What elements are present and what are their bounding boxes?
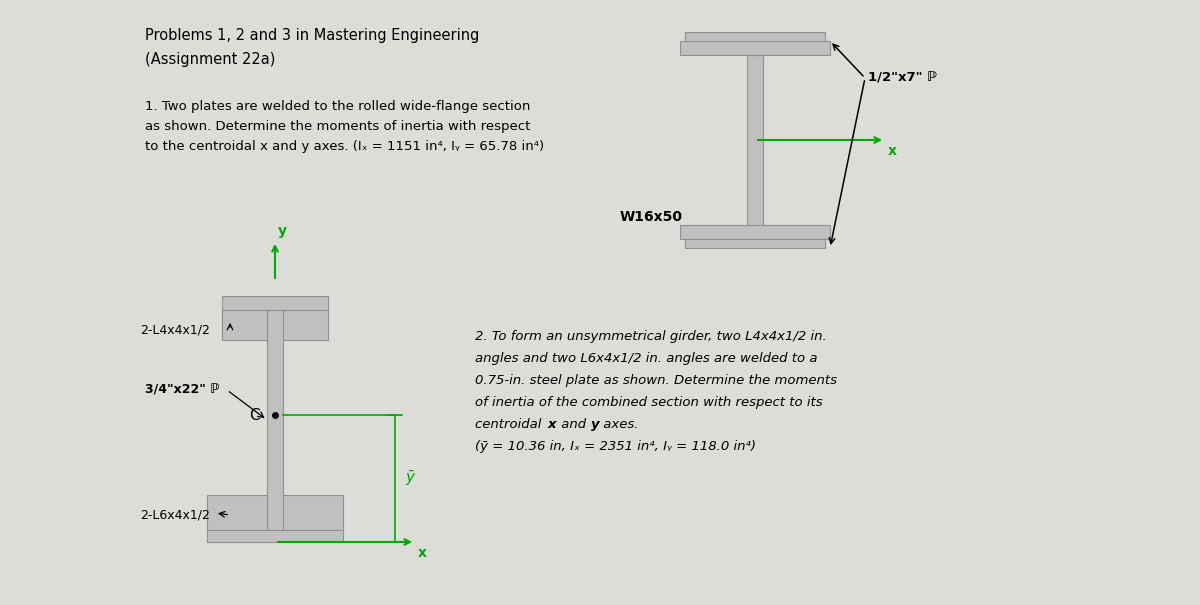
Text: and: and [557, 418, 590, 431]
Text: 2-L6x4x1/2: 2-L6x4x1/2 [140, 508, 210, 522]
Text: W16x50: W16x50 [620, 210, 683, 224]
Bar [685, 239, 826, 248]
Text: 2. To form an unsymmetrical girder, two L4x4x1/2 in.: 2. To form an unsymmetrical girder, two … [475, 330, 827, 343]
Bar [222, 296, 328, 310]
Bar [685, 32, 826, 41]
Text: centroidal: centroidal [475, 418, 546, 431]
Bar [283, 495, 343, 530]
Text: 0.75-in. steel plate as shown. Determine the moments: 0.75-in. steel plate as shown. Determine… [475, 374, 838, 387]
Text: C: C [250, 408, 260, 422]
Bar [283, 310, 328, 340]
Text: angles and two L6x4x1/2 in. angles are welded to a: angles and two L6x4x1/2 in. angles are w… [475, 352, 817, 365]
Bar [746, 55, 763, 225]
Text: to the centroidal x and y axes. (Iₓ = 1151 in⁴, Iᵧ = 65.78 in⁴): to the centroidal x and y axes. (Iₓ = 11… [145, 140, 544, 153]
Bar [680, 41, 830, 55]
Text: $\bar{y}$: $\bar{y}$ [406, 468, 416, 488]
Text: y: y [278, 224, 287, 238]
Text: axes.: axes. [599, 418, 638, 431]
Text: x: x [548, 418, 557, 431]
Bar [680, 225, 830, 239]
Text: as shown. Determine the moments of inertia with respect: as shown. Determine the moments of inert… [145, 120, 539, 133]
Text: 2-L4x4x1/2: 2-L4x4x1/2 [140, 324, 210, 336]
Text: y: y [592, 418, 600, 431]
Text: (ȳ = 10.36 in, Iₓ = 2351 in⁴, Iᵧ = 118.0 in⁴): (ȳ = 10.36 in, Iₓ = 2351 in⁴, Iᵧ = 118.0… [475, 440, 756, 453]
Bar [208, 530, 343, 542]
Text: Problems 1, 2 and 3 in Mastering Engineering: Problems 1, 2 and 3 in Mastering Enginee… [145, 28, 479, 43]
Text: (Assignment 22a): (Assignment 22a) [145, 52, 275, 67]
Bar [222, 310, 266, 340]
Text: 1. Two plates are welded to the rolled wide-flange section: 1. Two plates are welded to the rolled w… [145, 100, 530, 113]
Text: 3/4"x22" ℙ: 3/4"x22" ℙ [145, 384, 220, 396]
Text: 1/2"x7" ℙ: 1/2"x7" ℙ [868, 71, 937, 85]
Text: x: x [418, 546, 427, 560]
Text: of inertia of the combined section with respect to its: of inertia of the combined section with … [475, 396, 823, 409]
Bar [266, 310, 283, 530]
Bar [208, 495, 266, 530]
Text: x: x [888, 144, 898, 158]
